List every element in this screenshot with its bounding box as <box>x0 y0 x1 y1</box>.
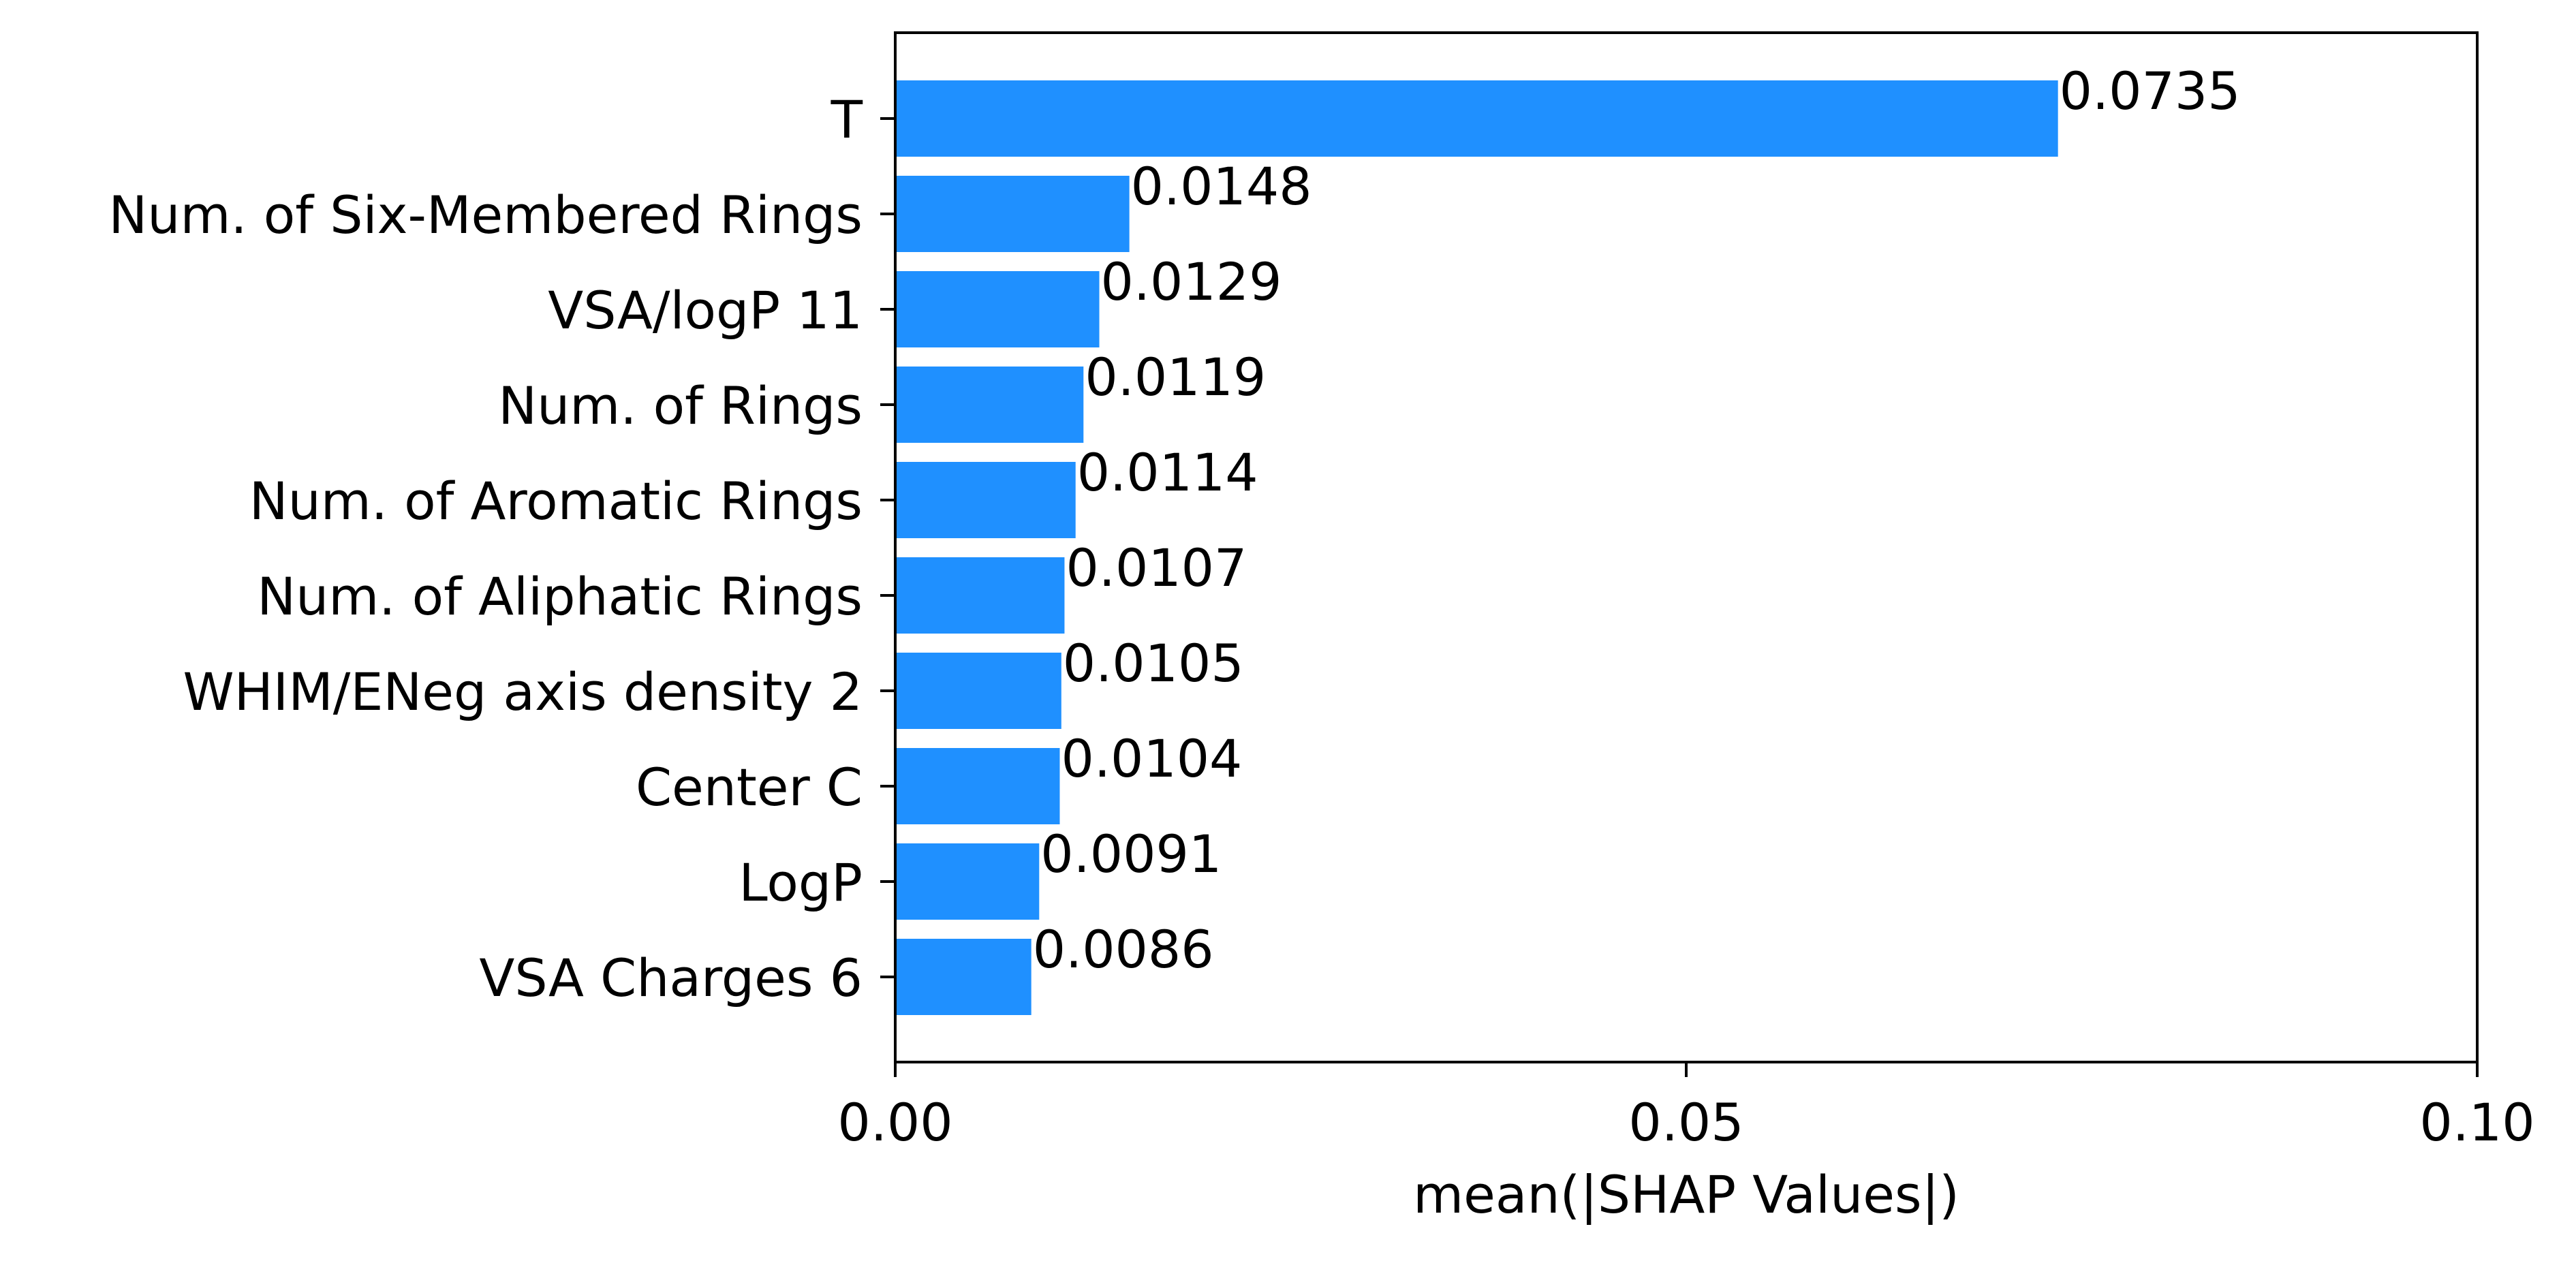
bar <box>895 176 1130 252</box>
bar <box>895 939 1031 1015</box>
bar-value-label: 0.0105 <box>1063 633 1244 694</box>
bar-value-label: 0.0091 <box>1040 824 1222 884</box>
x-tick-label: 0.00 <box>837 1092 952 1153</box>
bar-value-label: 0.0107 <box>1066 538 1247 598</box>
x-tick-label: 0.10 <box>2419 1092 2534 1153</box>
bar <box>895 843 1040 920</box>
bar-series <box>895 80 2058 1015</box>
y-tick-label: T <box>831 89 863 150</box>
bar <box>895 271 1100 347</box>
bar <box>895 748 1060 824</box>
bar-value-label: 0.0119 <box>1085 347 1266 407</box>
y-tick-label: Num. of Aromatic Rings <box>249 471 863 531</box>
y-tick-label: Num. of Six-Membered Rings <box>108 185 863 245</box>
bar-value-label: 0.0148 <box>1131 156 1312 217</box>
y-tick-label: Center C <box>636 757 863 818</box>
x-axis-title: mean(|SHAP Values|) <box>1413 1164 1959 1226</box>
x-tick-label: 0.05 <box>1628 1092 1743 1153</box>
bar-value-label: 0.0086 <box>1033 919 1214 980</box>
bar-value-label: 0.0114 <box>1077 442 1258 503</box>
bar <box>895 557 1065 634</box>
bar-value-label: 0.0104 <box>1061 728 1242 789</box>
bar <box>895 462 1076 538</box>
value-labels: 0.0735 0.0148 0.0129 0.0119 0.0114 0.0107 0.01… <box>1033 61 2241 980</box>
bar <box>895 367 1084 443</box>
y-tick-label: VSA Charges 6 <box>479 948 863 1008</box>
y-tick-label: WHIM/ENeg axis density 2 <box>183 661 863 722</box>
x-axis: 0.00 0.05 0.10 <box>837 1062 2535 1153</box>
bar-value-label: 0.0735 <box>2060 61 2241 121</box>
bar <box>895 653 1061 729</box>
y-tick-label: VSA/logP 11 <box>548 280 863 341</box>
y-tick-label: Num. of Rings <box>498 375 863 436</box>
bar <box>895 80 2058 157</box>
bar-value-label: 0.0129 <box>1101 251 1282 312</box>
plot-frame <box>894 31 2479 1063</box>
y-axis: T Num. of Six-Membered Rings VSA/logP 11 Nu… <box>108 89 895 1008</box>
y-tick-label: Num. of Aliphatic Rings <box>257 566 863 627</box>
y-tick-label: LogP <box>739 852 863 913</box>
